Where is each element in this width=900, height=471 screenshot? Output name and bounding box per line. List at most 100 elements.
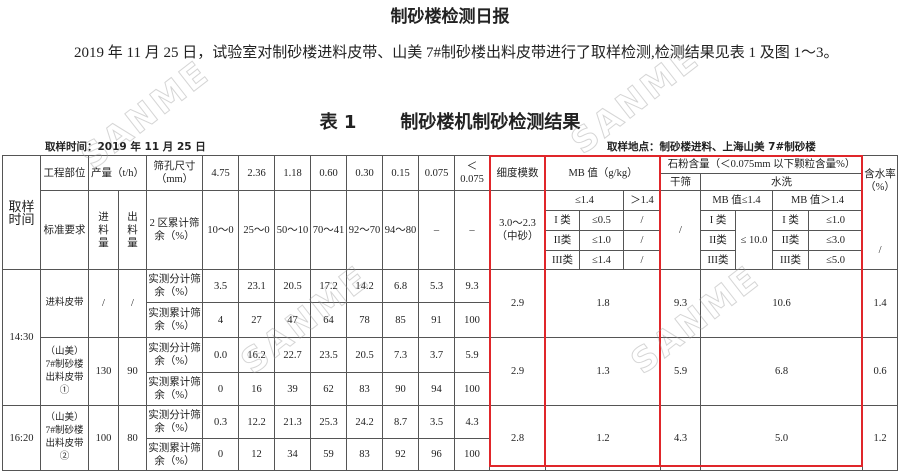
header-moisture-text: 含水率（%）: [864, 169, 896, 193]
moisture-value: 1.2: [862, 405, 899, 471]
split-residue-value: 23.1: [238, 269, 275, 303]
cum-residue-value: 59: [310, 438, 347, 471]
split-residue-value: 6.8: [382, 269, 419, 303]
split-residue-value: 23.5: [310, 337, 347, 373]
std-range: –: [418, 190, 455, 270]
table-row: 实测累计筛余（%） 4 27 47 64 78 85 91 100: [3, 302, 898, 338]
location-cell: （山美）7#制砂楼出料皮带②: [40, 405, 89, 471]
std-in: 进料量: [88, 190, 119, 270]
cum-residue-value: 39: [274, 372, 311, 406]
moisture-value: 1.4: [862, 269, 899, 338]
std-range: 50～10: [274, 190, 311, 270]
cum-residue-value: 96: [418, 438, 455, 471]
wash-value: 6.8: [700, 337, 864, 406]
mb-value: 1.8: [544, 269, 662, 338]
std-range: 25～0: [238, 190, 275, 270]
cum-residue-value: 90: [382, 372, 419, 406]
cum-residue-value: 0: [202, 372, 239, 406]
split-residue-value: 3.7: [418, 337, 455, 373]
cum-residue-value: 4: [202, 302, 239, 338]
cum-residue-value: 92: [382, 438, 419, 471]
std-zone: 2 区累计筛余（%）: [146, 190, 203, 270]
header-sieve: 筛孔尺寸（mm）: [146, 155, 203, 191]
std-range: 70～41: [310, 190, 347, 270]
cum-residue-value: 83: [346, 438, 383, 471]
mb-value: 1.3: [544, 337, 662, 406]
split-residue-value: 22.7: [274, 337, 311, 373]
std-range: 94～80: [382, 190, 419, 270]
header-size: 4.75: [202, 155, 239, 191]
stone-powder-highlight: [659, 155, 863, 467]
dry-sieve-value: 5.9: [660, 337, 702, 406]
out-output-cell: 80: [118, 405, 147, 471]
header-size: 0.60: [310, 155, 347, 191]
table-row: 实测累计筛余（%） 0 12 34 59 83 92 96 100: [3, 438, 898, 471]
split-residue-value: 9.3: [454, 269, 490, 303]
header-sample-time: 取样时间: [2, 155, 41, 270]
std-range: 10～0: [202, 190, 239, 270]
cum-residue-value: 85: [382, 302, 419, 338]
table-row: （山美）7#制砂楼出料皮带① 130 90 实测分计筛余（%） 0.0 16.2 22.7 2…: [3, 337, 899, 406]
split-residue-value: 20.5: [346, 337, 383, 373]
header-size: 0.15: [382, 155, 419, 191]
split-residue-value: 0.0: [202, 337, 239, 373]
row-label: 实测累计筛余（%）: [146, 438, 203, 471]
std-label: 标准要求: [40, 190, 89, 270]
location-cell: （山美）7#制砂楼出料皮带①: [40, 337, 89, 406]
mb-highlight: [544, 155, 661, 467]
split-residue-value: 25.3: [310, 405, 347, 439]
fineness-highlight: [489, 155, 546, 467]
split-residue-value: 24.2: [346, 405, 383, 439]
moisture-value: 0.6: [862, 337, 899, 406]
location-cell: 进料皮带: [40, 269, 89, 338]
table-name: 制砂楼机制砂检测结果: [400, 112, 581, 133]
in-output-cell: /: [88, 269, 119, 338]
table-body: 取样时间 工程部位 产量（t/h） 筛孔尺寸（mm） 4.75 2.36 1.1…: [2, 155, 899, 471]
cum-residue-value: 94: [418, 372, 455, 406]
table-number: 表 1: [319, 112, 357, 133]
header-size: 0.075: [418, 155, 455, 191]
row-label: 实测分计筛余（%）: [146, 337, 203, 373]
cum-residue-value: 91: [418, 302, 455, 338]
split-residue-value: 3.5: [418, 405, 455, 439]
results-table: 取样时间 工程部位 产量（t/h） 筛孔尺寸（mm） 4.75 2.36 1.1…: [2, 155, 899, 471]
split-residue-value: 8.7: [382, 405, 419, 439]
row-label: 实测分计筛余（%）: [146, 269, 203, 303]
header-size: 0.30: [346, 155, 383, 191]
split-residue-value: 21.3: [274, 405, 311, 439]
split-residue-value: 12.2: [238, 405, 275, 439]
std-out: 出料量: [118, 190, 147, 270]
header-size: 1.18: [274, 155, 311, 191]
cum-residue-value: 100: [454, 372, 490, 406]
out-output-cell: /: [118, 269, 147, 338]
cum-residue-value: 0: [202, 438, 239, 471]
in-output-cell: 100: [88, 405, 119, 471]
split-residue-value: 5.3: [418, 269, 455, 303]
row-label: 实测累计筛余（%）: [146, 372, 203, 406]
split-residue-value: 5.9: [454, 337, 490, 373]
std-moisture: /: [878, 245, 882, 256]
split-residue-value: 4.3: [454, 405, 490, 439]
row-label: 实测累计筛余（%）: [146, 302, 203, 338]
split-residue-value: 3.5: [202, 269, 239, 303]
cum-residue-value: 34: [274, 438, 311, 471]
out-output-cell: 90: [118, 337, 147, 406]
std-dry: /: [660, 190, 702, 270]
in-output-cell: 130: [88, 337, 119, 406]
cum-residue-value: 100: [454, 438, 490, 471]
wash-class: III类: [700, 250, 737, 270]
cum-residue-value: 83: [346, 372, 383, 406]
split-residue-value: 7.3: [382, 337, 419, 373]
mb-value: 1.2: [544, 405, 662, 471]
table-row: 16:20 （山美）7#制砂楼出料皮带② 100 80 实测分计筛余（%） 0.3 12.2…: [2, 405, 899, 471]
split-residue-value: 0.3: [202, 405, 239, 439]
std-range: –: [454, 190, 490, 270]
intro-paragraph: 2019 年 11 月 25 日，试验室对制砂楼进料皮带、山美 7#制砂楼出料皮…: [74, 45, 839, 61]
wash-le-value: ≤ 10.0: [735, 210, 774, 270]
table-title: 表 1 制砂楼机制砂检测结果: [0, 108, 900, 134]
header-moisture: 含水率（%） /: [862, 155, 899, 270]
row-label: 实测分计筛余（%）: [146, 405, 203, 439]
header-size: ＜0.075: [454, 155, 490, 191]
sample-place: 取样地点：制砂楼进料、上海山美 7#制砂楼: [607, 141, 816, 153]
cum-residue-value: 100: [454, 302, 490, 338]
